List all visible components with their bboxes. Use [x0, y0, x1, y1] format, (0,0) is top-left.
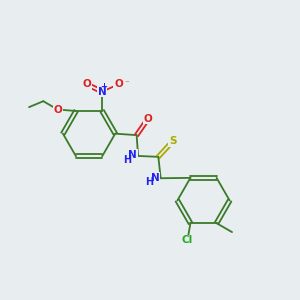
Text: O: O: [114, 79, 123, 89]
Text: N: N: [151, 172, 160, 183]
Text: ⁻: ⁻: [124, 79, 129, 88]
Text: O: O: [53, 104, 62, 115]
Text: N: N: [128, 150, 137, 160]
Text: H: H: [123, 155, 131, 165]
Text: O: O: [82, 79, 91, 89]
Text: Cl: Cl: [182, 236, 193, 245]
Text: H: H: [145, 177, 154, 188]
Text: N: N: [98, 87, 106, 97]
Text: +: +: [100, 82, 107, 91]
Text: O: O: [143, 114, 152, 124]
Text: S: S: [169, 136, 176, 146]
